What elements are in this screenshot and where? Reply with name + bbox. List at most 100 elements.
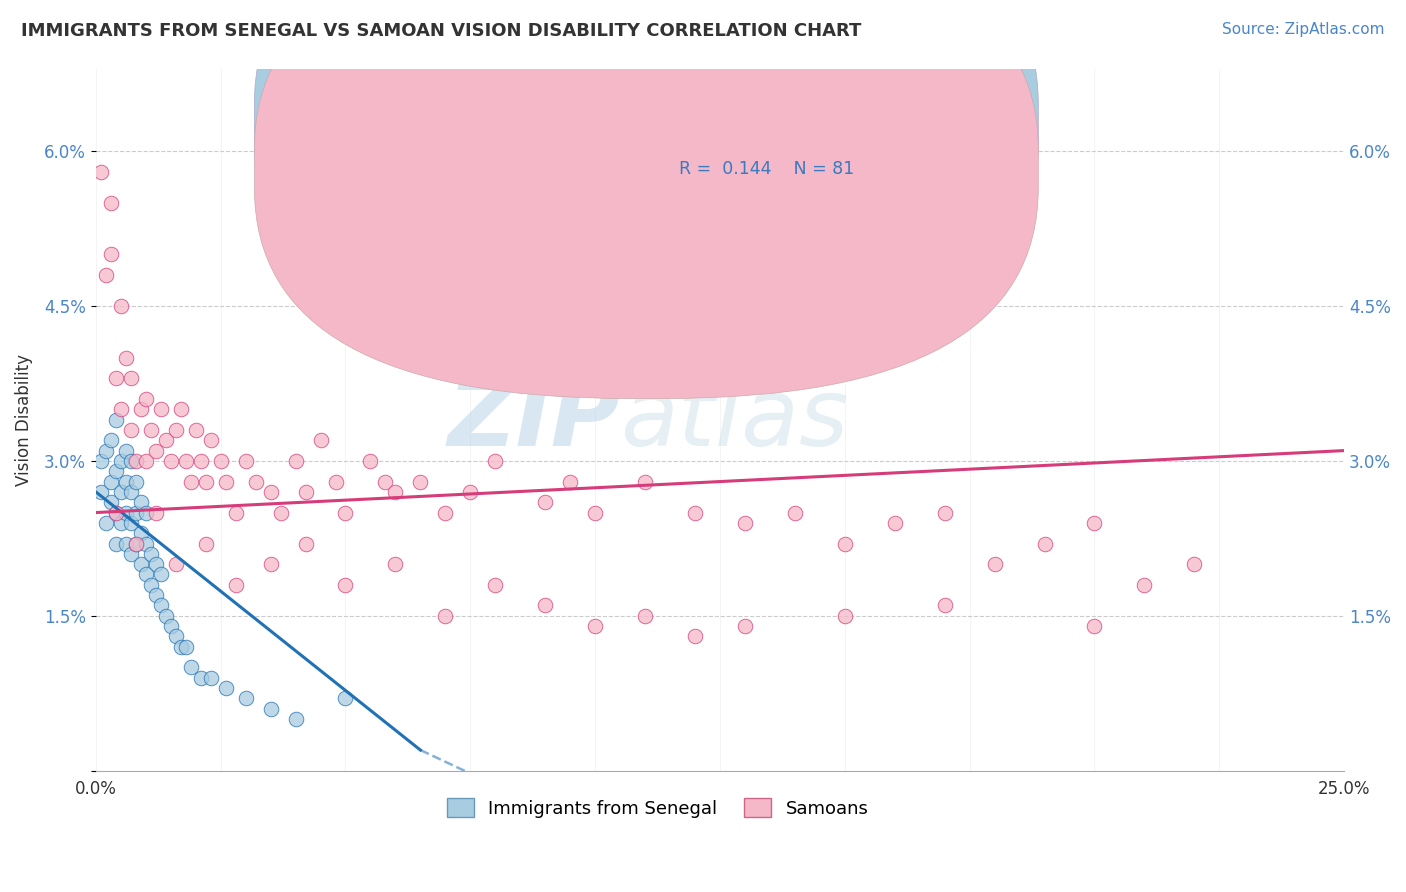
Point — [165, 557, 187, 571]
Point — [100, 475, 122, 489]
Point — [110, 484, 132, 499]
Point — [384, 484, 406, 499]
Point — [1083, 619, 1105, 633]
Point — [484, 454, 506, 468]
Point — [294, 536, 316, 550]
Point — [139, 423, 162, 437]
FancyBboxPatch shape — [254, 0, 1038, 399]
Point — [155, 608, 177, 623]
Point — [94, 443, 117, 458]
Point — [114, 443, 136, 458]
Point — [139, 578, 162, 592]
Point — [335, 691, 357, 706]
Point — [434, 608, 457, 623]
Point — [165, 630, 187, 644]
Text: atlas: atlas — [620, 374, 848, 465]
Point — [259, 557, 281, 571]
Point — [409, 475, 432, 489]
Point — [145, 506, 167, 520]
Point — [834, 536, 856, 550]
Point — [534, 599, 557, 613]
Point — [149, 567, 172, 582]
Point — [155, 434, 177, 448]
Point — [135, 536, 157, 550]
Text: R =  0.144    N = 81: R = 0.144 N = 81 — [679, 160, 853, 178]
Point — [135, 567, 157, 582]
Point — [100, 247, 122, 261]
Point — [294, 484, 316, 499]
Point — [170, 402, 193, 417]
Point — [184, 423, 207, 437]
Point — [245, 475, 267, 489]
Point — [284, 454, 307, 468]
Point — [125, 454, 148, 468]
Point — [94, 516, 117, 530]
Point — [145, 588, 167, 602]
Point — [384, 557, 406, 571]
Point — [114, 351, 136, 365]
Point — [194, 475, 217, 489]
Point — [934, 506, 956, 520]
Point — [235, 691, 257, 706]
Point — [149, 402, 172, 417]
Point — [883, 516, 905, 530]
Legend: Immigrants from Senegal, Samoans: Immigrants from Senegal, Samoans — [439, 791, 876, 825]
Point — [200, 434, 222, 448]
Point — [90, 165, 112, 179]
Point — [1182, 557, 1205, 571]
Point — [104, 371, 127, 385]
Point — [145, 557, 167, 571]
Point — [359, 454, 381, 468]
Point — [114, 506, 136, 520]
Point — [180, 475, 202, 489]
Point — [259, 702, 281, 716]
Point — [734, 619, 756, 633]
Point — [190, 671, 212, 685]
Point — [120, 423, 142, 437]
Point — [135, 392, 157, 406]
Point — [100, 495, 122, 509]
Point — [214, 681, 236, 695]
Point — [129, 557, 152, 571]
Point — [120, 454, 142, 468]
Point — [110, 402, 132, 417]
Point — [104, 412, 127, 426]
Point — [110, 299, 132, 313]
Point — [104, 506, 127, 520]
Point — [174, 454, 197, 468]
Point — [170, 640, 193, 654]
Point — [120, 547, 142, 561]
Point — [135, 454, 157, 468]
Point — [159, 619, 181, 633]
Point — [110, 516, 132, 530]
Point — [560, 475, 582, 489]
Point — [1133, 578, 1156, 592]
Point — [120, 516, 142, 530]
Point — [129, 526, 152, 541]
Point — [165, 423, 187, 437]
Point — [194, 536, 217, 550]
Point — [200, 671, 222, 685]
Point — [583, 506, 606, 520]
Point — [209, 454, 232, 468]
Point — [94, 268, 117, 282]
Point — [284, 712, 307, 726]
Point — [335, 506, 357, 520]
Point — [1083, 516, 1105, 530]
Point — [120, 371, 142, 385]
Point — [159, 454, 181, 468]
Point — [534, 495, 557, 509]
Point — [225, 578, 247, 592]
Point — [125, 506, 148, 520]
Point — [783, 506, 806, 520]
Point — [434, 506, 457, 520]
Point — [104, 536, 127, 550]
FancyBboxPatch shape — [607, 86, 901, 205]
Point — [583, 619, 606, 633]
Point — [259, 484, 281, 499]
Point — [100, 434, 122, 448]
Point — [125, 536, 148, 550]
Point — [90, 484, 112, 499]
Point — [460, 484, 482, 499]
Point — [374, 475, 396, 489]
